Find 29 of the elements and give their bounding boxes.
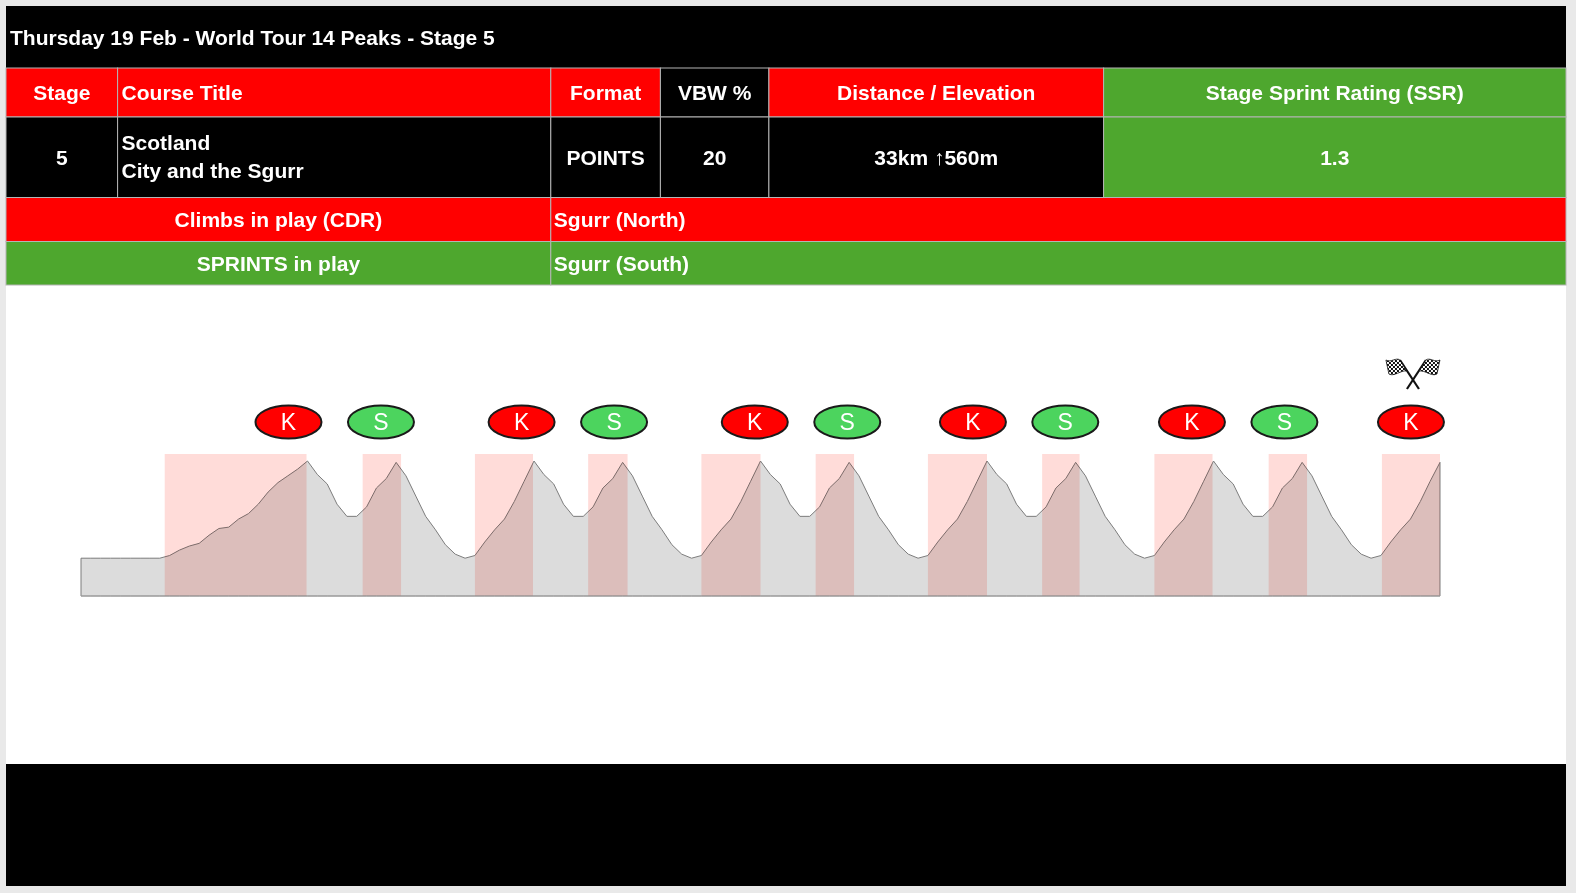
text: S <box>373 409 389 435</box>
text: Sgurr (North) <box>553 208 686 231</box>
text: 5 <box>55 145 68 169</box>
text: K <box>965 409 982 435</box>
text: S <box>606 409 622 435</box>
text: S <box>1276 409 1293 435</box>
text: S <box>1057 409 1073 435</box>
text: 1.3 <box>1320 145 1350 169</box>
text: K <box>1403 409 1420 435</box>
text: K <box>747 409 764 435</box>
text: Stage <box>33 81 91 104</box>
text: SPRINTS in play <box>196 251 361 275</box>
text: 33km ↑560m <box>874 145 999 169</box>
text: Scotland <box>121 131 211 154</box>
text: Course Title <box>121 81 243 104</box>
text: City and the Sgurr <box>121 159 304 182</box>
text: Climbs in play (CDR) <box>174 208 383 231</box>
text: VBW % <box>677 81 752 104</box>
text: POINTS <box>566 145 645 169</box>
text: 20 <box>702 145 727 169</box>
text: S <box>839 409 855 435</box>
text: K <box>513 409 530 435</box>
text: Sgurr (South) <box>553 251 690 275</box>
text: Stage Sprint Rating (SSR) <box>1205 81 1464 104</box>
text: Thursday 19 Feb - World Tour 14 Peaks - Stage 5 <box>10 26 496 49</box>
text: K <box>280 409 297 435</box>
text: K <box>1184 409 1201 435</box>
text: Format <box>570 81 642 104</box>
text: Distance / Elevation <box>837 81 1036 104</box>
